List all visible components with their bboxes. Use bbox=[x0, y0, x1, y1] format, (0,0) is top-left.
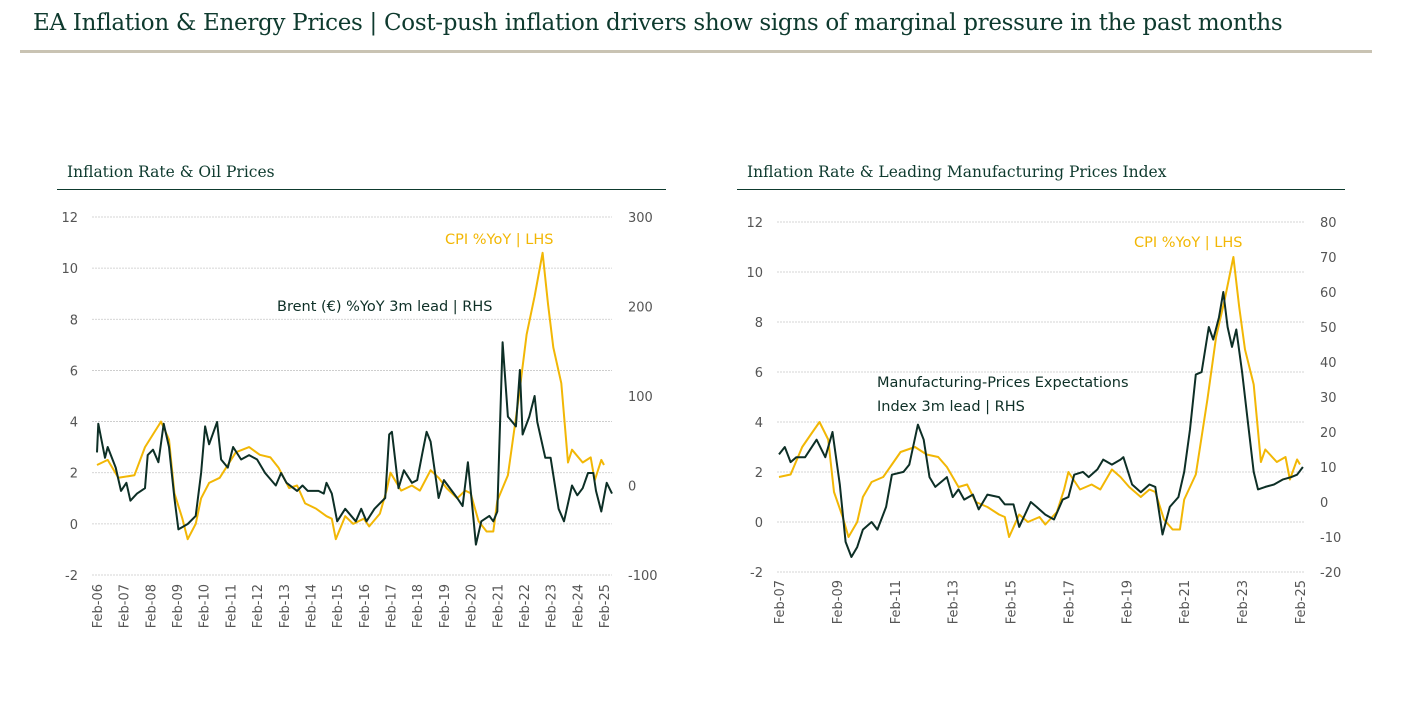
y-left-tick-label: 6 bbox=[755, 366, 763, 381]
y-right-tick-label: 40 bbox=[1320, 356, 1337, 371]
y-left-tick-label: 12 bbox=[746, 216, 763, 231]
chart-title-manufacturing-divider bbox=[737, 189, 1345, 190]
x-tick-label: Feb-14 bbox=[304, 584, 319, 628]
x-tick-label: Feb-21 bbox=[491, 584, 506, 628]
y-left-tick-label: 10 bbox=[61, 262, 78, 277]
series-annotation: CPI %YoY | LHS bbox=[1134, 235, 1242, 251]
page-title: EA Inflation & Energy Prices | Cost-push… bbox=[33, 10, 1283, 36]
y-right-tick-label: -10 bbox=[1320, 531, 1341, 546]
series-annotation: Index 3m lead | RHS bbox=[877, 399, 1025, 415]
series-annotation: Brent (€) %YoY 3m lead | RHS bbox=[277, 299, 492, 315]
x-tick-label: Feb-18 bbox=[411, 584, 426, 628]
chart-title-oil: Inflation Rate & Oil Prices bbox=[67, 163, 275, 181]
cpi-series-line bbox=[96, 251, 605, 541]
x-tick-label: Feb-09 bbox=[831, 580, 846, 624]
x-tick-label: Feb-23 bbox=[1236, 580, 1251, 624]
y-right-tick-label: -20 bbox=[1320, 566, 1341, 581]
x-tick-label: Feb-12 bbox=[251, 584, 266, 628]
x-tick-label: Feb-09 bbox=[171, 584, 186, 628]
y-left-tick-label: 8 bbox=[70, 313, 78, 328]
y-right-tick-label: 300 bbox=[628, 211, 653, 226]
title-divider bbox=[20, 50, 1372, 53]
y-left-tick-label: 6 bbox=[70, 364, 78, 379]
x-tick-label: Feb-19 bbox=[438, 584, 453, 628]
x-tick-label: Feb-25 bbox=[1294, 580, 1309, 624]
x-tick-label: Feb-07 bbox=[118, 584, 133, 628]
y-left-tick-label: 4 bbox=[70, 416, 78, 431]
y-left-tick-label: 8 bbox=[755, 316, 763, 331]
x-tick-label: Feb-17 bbox=[385, 584, 400, 628]
x-tick-label: Feb-11 bbox=[224, 584, 239, 628]
x-tick-label: Feb-07 bbox=[773, 580, 788, 624]
x-tick-label: Feb-17 bbox=[1062, 580, 1077, 624]
y-right-tick-label: 10 bbox=[1320, 461, 1337, 476]
chart-title-oil-divider bbox=[57, 189, 666, 190]
x-tick-label: Feb-15 bbox=[331, 584, 346, 628]
y-left-tick-label: 12 bbox=[61, 211, 78, 226]
y-left-tick-label: 10 bbox=[746, 266, 763, 281]
y-right-tick-label: 60 bbox=[1320, 286, 1337, 301]
y-left-tick-label: 2 bbox=[755, 466, 763, 481]
y-right-tick-label: 200 bbox=[628, 301, 653, 316]
x-tick-label: Feb-19 bbox=[1120, 580, 1135, 624]
x-tick-label: Feb-15 bbox=[1005, 580, 1020, 624]
y-right-tick-label: 50 bbox=[1320, 321, 1337, 336]
y-right-tick-label: 80 bbox=[1320, 216, 1337, 231]
x-tick-label: Feb-10 bbox=[198, 584, 213, 628]
y-right-tick-label: 30 bbox=[1320, 391, 1337, 406]
y-left-tick-label: 4 bbox=[755, 416, 763, 431]
secondary-series-line bbox=[96, 341, 613, 546]
series-annotation: CPI %YoY | LHS bbox=[445, 232, 553, 248]
x-tick-label: Feb-20 bbox=[465, 584, 480, 628]
y-left-tick-label: 0 bbox=[755, 516, 763, 531]
x-tick-label: Feb-13 bbox=[278, 584, 293, 628]
x-tick-label: Feb-24 bbox=[571, 584, 586, 628]
y-right-tick-label: 0 bbox=[628, 480, 636, 495]
x-tick-label: Feb-16 bbox=[358, 584, 373, 628]
x-tick-label: Feb-08 bbox=[144, 584, 159, 628]
x-tick-label: Feb-11 bbox=[889, 580, 904, 624]
y-right-tick-label: 0 bbox=[1320, 496, 1328, 511]
secondary-series-line bbox=[778, 291, 1304, 558]
y-right-tick-label: -100 bbox=[628, 569, 658, 584]
chart-title-manufacturing: Inflation Rate & Leading Manufacturing P… bbox=[747, 163, 1167, 181]
x-tick-label: Feb-06 bbox=[91, 584, 106, 628]
y-left-tick-label: -2 bbox=[65, 569, 78, 584]
y-right-tick-label: 70 bbox=[1320, 251, 1337, 266]
x-tick-label: Feb-13 bbox=[947, 580, 962, 624]
y-left-tick-label: 2 bbox=[70, 467, 78, 482]
x-tick-label: Feb-23 bbox=[545, 584, 560, 628]
y-right-tick-label: 100 bbox=[628, 390, 653, 405]
y-right-tick-label: 20 bbox=[1320, 426, 1337, 441]
y-left-tick-label: -2 bbox=[750, 566, 763, 581]
x-tick-label: Feb-25 bbox=[598, 584, 613, 628]
x-tick-label: Feb-21 bbox=[1178, 580, 1193, 624]
x-tick-label: Feb-22 bbox=[518, 584, 533, 628]
y-left-tick-label: 0 bbox=[70, 518, 78, 533]
series-annotation: Manufacturing-Prices Expectations bbox=[877, 375, 1129, 391]
